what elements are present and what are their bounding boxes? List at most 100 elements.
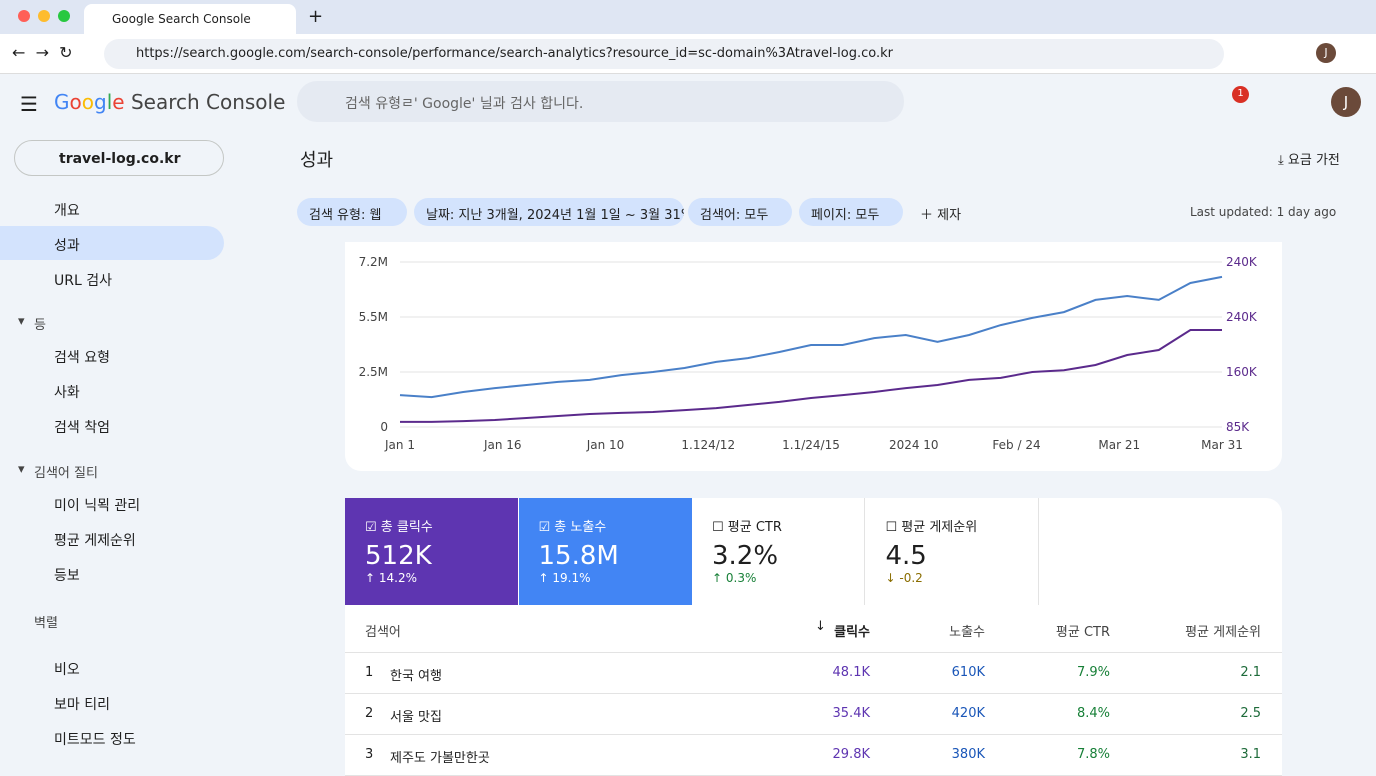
tab-bar: Google Search Console + bbox=[0, 0, 1376, 34]
metric-value: 15.8M bbox=[538, 541, 619, 571]
column-header[interactable]: 평균 게제순위 bbox=[1185, 625, 1261, 640]
table-cell: 3 bbox=[365, 747, 374, 762]
page-title: 성과 bbox=[300, 150, 334, 171]
sort-icon[interactable]: ↓ bbox=[815, 619, 826, 634]
nav-item[interactable]: 비오 bbox=[54, 662, 80, 678]
x-tick-label: 1.1/24/15 bbox=[782, 438, 840, 452]
table-cell: 7.9% bbox=[1076, 665, 1110, 680]
x-tick-label: Mar 31 bbox=[1201, 438, 1243, 452]
metric-value: 512K bbox=[365, 541, 432, 571]
y-tick-label: 7.2M bbox=[359, 255, 388, 269]
search-placeholder: 검색 유형ㄹ' Google' 닐과 검사 합니다. bbox=[345, 96, 584, 112]
metric-change: ↑ 19.1% bbox=[538, 571, 591, 585]
x-tick-label: Feb / 24 bbox=[992, 438, 1040, 452]
filter-chip[interactable]: 검색어: 모두 bbox=[688, 198, 792, 226]
table-cell: 제주도 가볼만한곳 bbox=[390, 751, 490, 766]
address-bar: ← → ↻ https://search.google.com/search-c… bbox=[0, 34, 1376, 74]
x-tick-label: Jan 10 bbox=[586, 438, 625, 452]
account[interactable]: J bbox=[1331, 87, 1361, 117]
metric-card[interactable]: ☐ 평균 게제순위 4.5 ↓ -0.2 bbox=[865, 498, 1039, 605]
url-field[interactable]: https://search.google.com/search-console… bbox=[104, 39, 1224, 69]
nav-item[interactable]: 미트모드 정도 bbox=[54, 732, 136, 748]
notification-badge[interactable]: 1 bbox=[1232, 86, 1249, 103]
new-tab[interactable]: + bbox=[308, 6, 324, 27]
close-window[interactable] bbox=[18, 10, 30, 22]
nav-item[interactable]: 검색 요형 bbox=[54, 350, 110, 366]
nav-item[interactable]: 미이 닉뫽 관리 bbox=[54, 498, 141, 514]
filter-chip[interactable]: 페이지: 모두 bbox=[799, 198, 903, 226]
column-header[interactable]: 검색어 bbox=[365, 625, 401, 640]
filter-chip[interactable]: 날짜: 지난 3개월, 2024년 1월 1일 ~ 3월 31일 bbox=[414, 198, 684, 226]
nav-group[interactable]: ▾ bbox=[18, 314, 25, 329]
profile[interactable]: J bbox=[1316, 43, 1336, 63]
y-tick-label: 5.5M bbox=[359, 310, 388, 324]
browser-tab[interactable]: Google Search Console bbox=[84, 4, 296, 34]
nav-item[interactable]: 개요 bbox=[54, 203, 80, 219]
x-tick-label: Jan 1 bbox=[384, 438, 415, 452]
nav-group-label[interactable]: 벽렬 bbox=[34, 616, 58, 631]
table-cell: 7.8% bbox=[1076, 747, 1110, 762]
column-header[interactable]: 평균 CTR bbox=[1055, 625, 1110, 640]
nav-item[interactable]: 성과 bbox=[0, 226, 224, 260]
nav-item[interactable]: 보마 티리 bbox=[54, 697, 110, 713]
y2-tick-label: 160K bbox=[1226, 365, 1258, 379]
add-filter[interactable]: ＋ 제자 bbox=[920, 208, 962, 223]
metric-card[interactable]: ☑ 총 노출수 15.8M ↑ 19.1% bbox=[518, 498, 692, 605]
table-cell: 2.5 bbox=[1240, 706, 1261, 721]
nav-group-label[interactable]: 김색어 질티 bbox=[34, 466, 98, 481]
y-tick-label: 0 bbox=[380, 420, 388, 434]
row-divider bbox=[345, 693, 1282, 694]
minimize-window[interactable] bbox=[38, 10, 50, 22]
table-cell: 2.1 bbox=[1240, 665, 1261, 680]
y2-tick-label: 85K bbox=[1226, 420, 1250, 434]
metric-change: ↑ 0.3% bbox=[712, 571, 757, 585]
nav-item[interactable]: 등보 bbox=[54, 568, 80, 584]
x-tick-label: Mar 21 bbox=[1098, 438, 1140, 452]
y-tick-label: 2.5M bbox=[359, 365, 388, 379]
chart-card: 0 2.5M 5.5M 7.2M 85K 160K 240K 240K Jan 1 Jan 16 J… bbox=[345, 242, 1282, 471]
filter-chip[interactable]: 검색 유형: 웹 bbox=[297, 198, 407, 226]
metric-label: ☑ 총 노출수 bbox=[538, 520, 607, 535]
add-filter-label: 제자 bbox=[937, 208, 962, 223]
table-cell: 서울 맛집 bbox=[390, 710, 442, 725]
nav-group-label[interactable]: 등 bbox=[34, 318, 46, 333]
row-divider bbox=[345, 734, 1282, 735]
last-updated: Last updated: 1 day ago bbox=[1190, 205, 1337, 219]
menu-button[interactable]: ☰ bbox=[20, 92, 38, 116]
search-box[interactable]: 검색 유형ㄹ' Google' 닐과 검사 합니다. bbox=[297, 81, 904, 122]
maximize-window[interactable] bbox=[58, 10, 70, 22]
y2-tick-label: 240K bbox=[1226, 255, 1258, 269]
table-cell: 380K bbox=[951, 747, 985, 762]
table-cell: 3.1 bbox=[1240, 747, 1261, 762]
table-cell: 29.8K bbox=[832, 747, 870, 762]
nav-item[interactable]: 사화 bbox=[54, 385, 80, 401]
metric-card[interactable]: ☐ 평균 CTR 3.2% ↑ 0.3% bbox=[692, 498, 865, 605]
query-table: 검색어 클릭수 노출수 평균 CTR 평균 게제순위 ↓ 1 한국 여행 48.1K 610K 7.… bbox=[345, 605, 1282, 776]
nav-item[interactable]: URL 검사 bbox=[54, 273, 112, 289]
row-divider bbox=[345, 652, 1282, 653]
metric-change: ↑ 14.2% bbox=[365, 571, 417, 585]
metric-value: 4.5 bbox=[885, 541, 927, 571]
x-tick-label: Jan 16 bbox=[483, 438, 522, 452]
metric-card[interactable]: ☑ 총 클릭수 512K ↑ 14.2% bbox=[345, 498, 518, 605]
metric-label: ☑ 총 클릭수 bbox=[365, 520, 433, 535]
column-header[interactable]: 클릭수 bbox=[834, 625, 870, 640]
export-label: 요금 가전 bbox=[1287, 153, 1340, 168]
metric-label: ☐ 평균 게제순위 bbox=[885, 520, 978, 535]
table-cell: 35.4K bbox=[832, 706, 870, 721]
nav-item[interactable]: 검색 착엄 bbox=[54, 420, 110, 436]
nav-item[interactable]: 평균 게제순위 bbox=[54, 533, 136, 549]
metric-label: ☐ 평균 CTR bbox=[712, 520, 782, 535]
metric-change: ↓ -0.2 bbox=[885, 571, 923, 585]
table-cell: 1 bbox=[365, 665, 374, 680]
table-cell: 8.4% bbox=[1076, 706, 1110, 721]
nav-buttons[interactable]: ← → ↻ bbox=[12, 43, 73, 62]
table-cell: 48.1K bbox=[832, 665, 870, 680]
property-selector[interactable]: travel-log.co.kr bbox=[14, 140, 224, 176]
column-header[interactable]: 노출수 bbox=[949, 625, 985, 640]
logo[interactable]: Google Search Console bbox=[54, 90, 286, 114]
export-button[interactable]: ⤓ 요금 가전 bbox=[1278, 153, 1340, 168]
nav-group[interactable]: ▾ bbox=[18, 462, 25, 477]
product-name: Search Console bbox=[130, 90, 286, 114]
x-tick-label: 2024 10 bbox=[889, 438, 939, 452]
